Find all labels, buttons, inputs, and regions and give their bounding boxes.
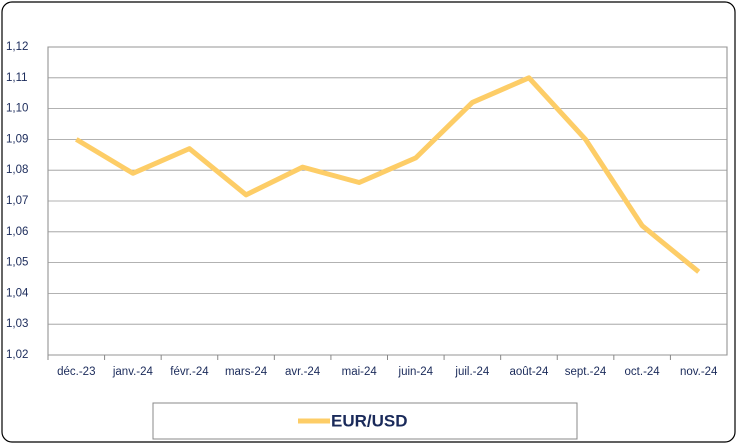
x-tick-label: avr.-24 [285, 366, 321, 378]
y-tick-label: 1,08 [6, 164, 28, 176]
y-tick-label: 1,10 [6, 103, 28, 115]
x-tick-label: sept.-24 [565, 366, 607, 378]
line-series [75, 75, 701, 274]
x-tick-label: août-24 [509, 366, 549, 378]
legend-box [152, 402, 578, 440]
y-tick-label: 1,11 [6, 72, 28, 84]
y-tick-label: 1,07 [6, 195, 28, 207]
y-tick-label: 1,09 [6, 133, 28, 145]
y-tick-label: 1,02 [6, 349, 28, 361]
x-tick-label: nov.-24 [680, 366, 718, 378]
x-tick-label: janv.-24 [112, 366, 154, 378]
x-tick-label: oct.-24 [625, 366, 661, 378]
y-tick-label: 1,03 [6, 318, 28, 330]
x-tick-label: févr.-24 [170, 366, 209, 378]
y-tick-label: 1,05 [6, 257, 28, 269]
y-tick-label: 1,04 [6, 287, 29, 299]
legend-label: EUR/USD [331, 411, 408, 430]
x-tick-label: mars-24 [225, 366, 268, 378]
x-tick-label: déc.-23 [57, 366, 95, 378]
x-tick-label: juil.-24 [454, 366, 489, 378]
y-tick-label: 1,12 [6, 41, 28, 53]
x-tick-label: mai-24 [342, 366, 378, 378]
x-tick-label: juin-24 [398, 366, 434, 378]
y-tick-label: 1,06 [6, 226, 28, 238]
